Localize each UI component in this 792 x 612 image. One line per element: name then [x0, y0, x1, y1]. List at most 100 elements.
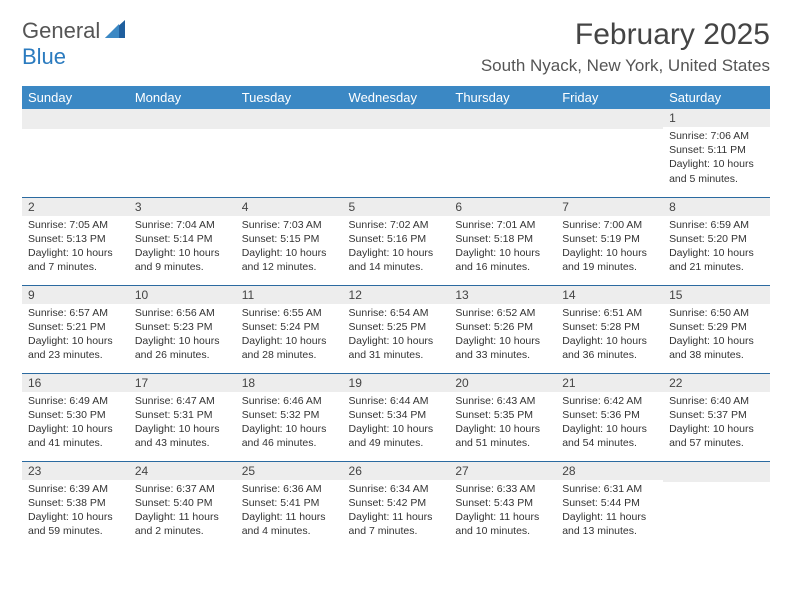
calendar-day-cell: 23Sunrise: 6:39 AMSunset: 5:38 PMDayligh… [22, 461, 129, 549]
day-details: Sunrise: 6:55 AMSunset: 5:24 PMDaylight:… [236, 304, 343, 367]
day-number: 23 [22, 462, 129, 480]
calendar-day-cell: 20Sunrise: 6:43 AMSunset: 5:35 PMDayligh… [449, 373, 556, 461]
day-details: Sunrise: 6:56 AMSunset: 5:23 PMDaylight:… [129, 304, 236, 367]
calendar-day-cell: 13Sunrise: 6:52 AMSunset: 5:26 PMDayligh… [449, 285, 556, 373]
calendar-header-row: Sunday Monday Tuesday Wednesday Thursday… [22, 86, 770, 109]
day-details: Sunrise: 6:31 AMSunset: 5:44 PMDaylight:… [556, 480, 663, 543]
calendar-day-cell: 7Sunrise: 7:00 AMSunset: 5:19 PMDaylight… [556, 197, 663, 285]
calendar-week-row: 1Sunrise: 7:06 AMSunset: 5:11 PMDaylight… [22, 109, 770, 197]
day-header: Wednesday [343, 86, 450, 109]
day-header: Thursday [449, 86, 556, 109]
empty-day [129, 109, 236, 129]
day-number: 16 [22, 374, 129, 392]
calendar-day-cell: 8Sunrise: 6:59 AMSunset: 5:20 PMDaylight… [663, 197, 770, 285]
calendar-day-cell [236, 109, 343, 197]
day-number: 6 [449, 198, 556, 216]
calendar-day-cell: 14Sunrise: 6:51 AMSunset: 5:28 PMDayligh… [556, 285, 663, 373]
day-number: 25 [236, 462, 343, 480]
day-number: 11 [236, 286, 343, 304]
calendar-day-cell: 18Sunrise: 6:46 AMSunset: 5:32 PMDayligh… [236, 373, 343, 461]
day-number: 22 [663, 374, 770, 392]
calendar-day-cell: 25Sunrise: 6:36 AMSunset: 5:41 PMDayligh… [236, 461, 343, 549]
day-number: 24 [129, 462, 236, 480]
calendar-day-cell [556, 109, 663, 197]
logo: General Blue [22, 18, 125, 70]
day-number: 20 [449, 374, 556, 392]
calendar-day-cell [129, 109, 236, 197]
day-details: Sunrise: 7:05 AMSunset: 5:13 PMDaylight:… [22, 216, 129, 279]
calendar-day-cell: 10Sunrise: 6:56 AMSunset: 5:23 PMDayligh… [129, 285, 236, 373]
day-details: Sunrise: 7:02 AMSunset: 5:16 PMDaylight:… [343, 216, 450, 279]
logo-sail-icon [105, 20, 125, 43]
day-details: Sunrise: 7:01 AMSunset: 5:18 PMDaylight:… [449, 216, 556, 279]
calendar-day-cell: 26Sunrise: 6:34 AMSunset: 5:42 PMDayligh… [343, 461, 450, 549]
calendar-day-cell: 19Sunrise: 6:44 AMSunset: 5:34 PMDayligh… [343, 373, 450, 461]
calendar-day-cell: 3Sunrise: 7:04 AMSunset: 5:14 PMDaylight… [129, 197, 236, 285]
logo-text-1: General [22, 18, 100, 43]
day-number: 15 [663, 286, 770, 304]
calendar-day-cell: 5Sunrise: 7:02 AMSunset: 5:16 PMDaylight… [343, 197, 450, 285]
calendar-day-cell: 12Sunrise: 6:54 AMSunset: 5:25 PMDayligh… [343, 285, 450, 373]
day-details: Sunrise: 6:44 AMSunset: 5:34 PMDaylight:… [343, 392, 450, 455]
title-block: February 2025 South Nyack, New York, Uni… [481, 18, 770, 76]
calendar-day-cell: 24Sunrise: 6:37 AMSunset: 5:40 PMDayligh… [129, 461, 236, 549]
calendar-day-cell: 22Sunrise: 6:40 AMSunset: 5:37 PMDayligh… [663, 373, 770, 461]
day-details: Sunrise: 6:52 AMSunset: 5:26 PMDaylight:… [449, 304, 556, 367]
day-details: Sunrise: 6:37 AMSunset: 5:40 PMDaylight:… [129, 480, 236, 543]
calendar-day-cell: 17Sunrise: 6:47 AMSunset: 5:31 PMDayligh… [129, 373, 236, 461]
day-number: 9 [22, 286, 129, 304]
day-details: Sunrise: 6:39 AMSunset: 5:38 PMDaylight:… [22, 480, 129, 543]
empty-day [449, 109, 556, 129]
calendar-day-cell: 28Sunrise: 6:31 AMSunset: 5:44 PMDayligh… [556, 461, 663, 549]
calendar-day-cell: 27Sunrise: 6:33 AMSunset: 5:43 PMDayligh… [449, 461, 556, 549]
empty-day [556, 109, 663, 129]
day-header: Monday [129, 86, 236, 109]
calendar-day-cell: 6Sunrise: 7:01 AMSunset: 5:18 PMDaylight… [449, 197, 556, 285]
day-details: Sunrise: 6:40 AMSunset: 5:37 PMDaylight:… [663, 392, 770, 455]
day-number: 3 [129, 198, 236, 216]
day-details: Sunrise: 6:46 AMSunset: 5:32 PMDaylight:… [236, 392, 343, 455]
month-title: February 2025 [481, 18, 770, 52]
calendar-day-cell: 4Sunrise: 7:03 AMSunset: 5:15 PMDaylight… [236, 197, 343, 285]
calendar-week-row: 2Sunrise: 7:05 AMSunset: 5:13 PMDaylight… [22, 197, 770, 285]
day-number: 8 [663, 198, 770, 216]
day-number: 27 [449, 462, 556, 480]
calendar-day-cell: 1Sunrise: 7:06 AMSunset: 5:11 PMDaylight… [663, 109, 770, 197]
calendar-day-cell [449, 109, 556, 197]
day-header: Sunday [22, 86, 129, 109]
day-number: 1 [663, 109, 770, 127]
day-number: 10 [129, 286, 236, 304]
day-details: Sunrise: 6:47 AMSunset: 5:31 PMDaylight:… [129, 392, 236, 455]
day-details: Sunrise: 6:43 AMSunset: 5:35 PMDaylight:… [449, 392, 556, 455]
day-number: 12 [343, 286, 450, 304]
day-details: Sunrise: 7:04 AMSunset: 5:14 PMDaylight:… [129, 216, 236, 279]
day-details: Sunrise: 6:51 AMSunset: 5:28 PMDaylight:… [556, 304, 663, 367]
location-subtitle: South Nyack, New York, United States [481, 56, 770, 76]
day-number: 19 [343, 374, 450, 392]
calendar-week-row: 23Sunrise: 6:39 AMSunset: 5:38 PMDayligh… [22, 461, 770, 549]
calendar-day-cell [663, 461, 770, 549]
day-number: 4 [236, 198, 343, 216]
day-header: Tuesday [236, 86, 343, 109]
day-number: 13 [449, 286, 556, 304]
day-number: 21 [556, 374, 663, 392]
calendar-day-cell: 16Sunrise: 6:49 AMSunset: 5:30 PMDayligh… [22, 373, 129, 461]
day-details: Sunrise: 6:50 AMSunset: 5:29 PMDaylight:… [663, 304, 770, 367]
day-details: Sunrise: 6:57 AMSunset: 5:21 PMDaylight:… [22, 304, 129, 367]
calendar-day-cell: 9Sunrise: 6:57 AMSunset: 5:21 PMDaylight… [22, 285, 129, 373]
day-header: Saturday [663, 86, 770, 109]
day-header: Friday [556, 86, 663, 109]
day-number: 2 [22, 198, 129, 216]
day-number: 14 [556, 286, 663, 304]
empty-day [343, 109, 450, 129]
day-number: 18 [236, 374, 343, 392]
calendar-day-cell [343, 109, 450, 197]
empty-day [236, 109, 343, 129]
day-details: Sunrise: 6:42 AMSunset: 5:36 PMDaylight:… [556, 392, 663, 455]
day-number: 17 [129, 374, 236, 392]
day-details: Sunrise: 7:00 AMSunset: 5:19 PMDaylight:… [556, 216, 663, 279]
page-header: General Blue February 2025 South Nyack, … [22, 18, 770, 76]
calendar-table: Sunday Monday Tuesday Wednesday Thursday… [22, 86, 770, 549]
calendar-day-cell: 11Sunrise: 6:55 AMSunset: 5:24 PMDayligh… [236, 285, 343, 373]
day-details: Sunrise: 6:59 AMSunset: 5:20 PMDaylight:… [663, 216, 770, 279]
